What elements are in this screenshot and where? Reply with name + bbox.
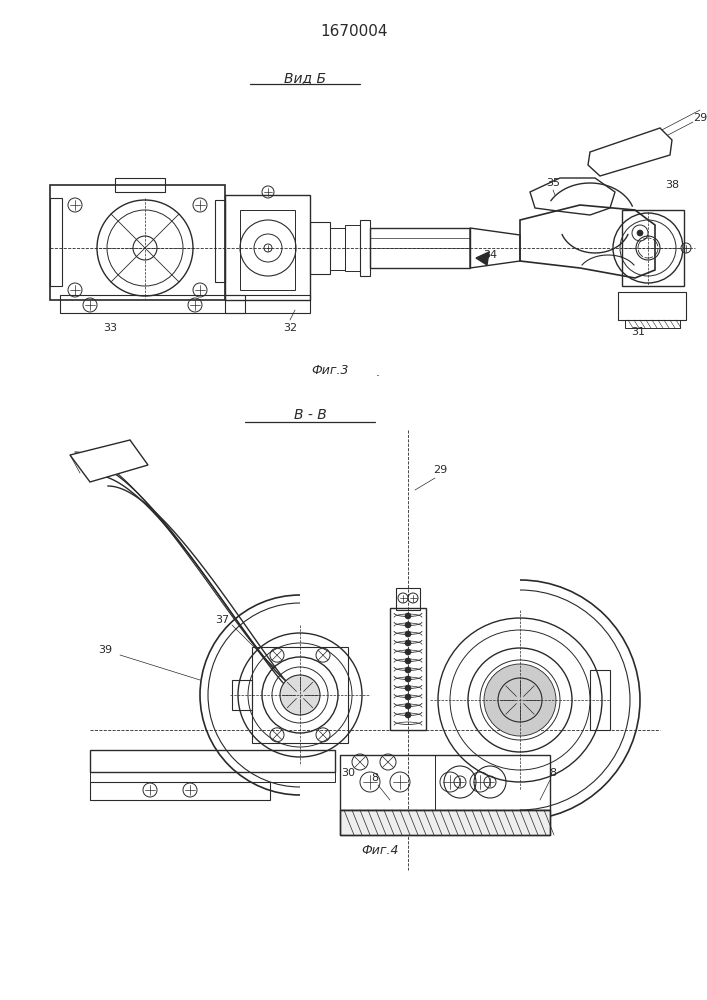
Bar: [50, 185, 225, 300]
Text: 32: 32: [283, 323, 297, 333]
Bar: [618, 292, 686, 320]
Bar: [340, 810, 550, 835]
Circle shape: [405, 703, 411, 709]
Bar: [90, 772, 335, 782]
Circle shape: [405, 712, 411, 718]
Bar: [360, 220, 370, 276]
Text: 39: 39: [98, 645, 112, 655]
Text: Фиг.4: Фиг.4: [361, 844, 399, 856]
Bar: [330, 228, 345, 270]
Text: 33: 33: [103, 323, 117, 333]
Bar: [225, 295, 310, 313]
Text: 37: 37: [215, 615, 229, 625]
Circle shape: [405, 694, 411, 700]
Circle shape: [405, 631, 411, 637]
Bar: [232, 680, 252, 710]
Bar: [225, 195, 310, 300]
Text: 31: 31: [631, 327, 645, 337]
Bar: [590, 670, 610, 730]
Bar: [90, 782, 270, 800]
Circle shape: [637, 230, 643, 236]
Polygon shape: [476, 252, 489, 265]
Bar: [340, 755, 435, 810]
Circle shape: [280, 675, 320, 715]
Circle shape: [484, 664, 556, 736]
Bar: [625, 320, 680, 328]
Circle shape: [405, 667, 411, 673]
Circle shape: [405, 613, 411, 619]
Text: .: .: [376, 366, 380, 379]
Circle shape: [405, 640, 411, 646]
Text: 34: 34: [483, 250, 497, 260]
Bar: [240, 210, 295, 290]
Circle shape: [405, 658, 411, 664]
Text: 38: 38: [665, 180, 679, 190]
Text: В - В: В - В: [293, 408, 327, 422]
Circle shape: [405, 649, 411, 655]
Bar: [90, 750, 335, 772]
Text: 30: 30: [341, 768, 355, 778]
Bar: [115, 178, 165, 192]
Text: 29: 29: [693, 113, 707, 123]
Circle shape: [405, 685, 411, 691]
Bar: [60, 295, 245, 313]
Bar: [215, 200, 225, 282]
Bar: [345, 225, 360, 271]
Text: Вид Б: Вид Б: [284, 71, 326, 85]
Text: 1670004: 1670004: [320, 24, 387, 39]
Bar: [252, 647, 348, 743]
Text: Фиг.3: Фиг.3: [311, 363, 349, 376]
Text: 29: 29: [433, 465, 447, 475]
Bar: [310, 222, 330, 274]
Bar: [390, 608, 426, 730]
Circle shape: [405, 622, 411, 628]
Bar: [50, 198, 62, 286]
Text: 35: 35: [546, 178, 560, 188]
Circle shape: [405, 676, 411, 682]
Bar: [340, 810, 550, 835]
Polygon shape: [588, 128, 672, 176]
Bar: [370, 228, 470, 268]
Bar: [622, 210, 684, 286]
Polygon shape: [70, 440, 148, 482]
Bar: [340, 755, 550, 810]
Text: 8: 8: [371, 773, 378, 783]
Bar: [396, 588, 420, 610]
Text: 8: 8: [549, 768, 556, 778]
